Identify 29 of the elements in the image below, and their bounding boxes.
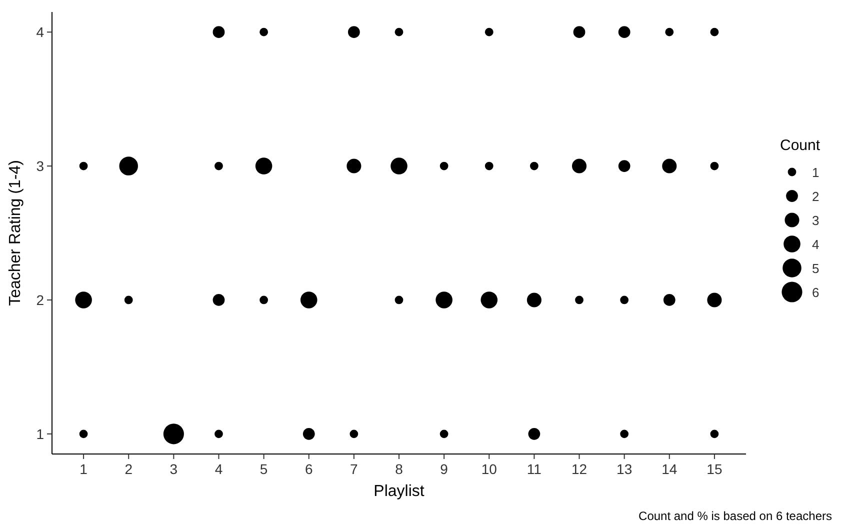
x-tick-label: 8 (395, 461, 404, 477)
x-tick-label: 15 (706, 461, 722, 477)
legend-label: 4 (812, 237, 820, 252)
y-tick-label: 3 (36, 158, 44, 174)
x-tick-label: 3 (170, 461, 178, 477)
x-tick-label: 11 (526, 461, 542, 477)
x-tick-label: 12 (571, 461, 588, 477)
x-tick-label: 14 (662, 461, 678, 477)
x-tick-label: 7 (350, 461, 358, 477)
x-tick-label: 13 (616, 461, 632, 477)
y-axis-title: Teacher Rating (1-4) (7, 160, 24, 306)
text: Count and % is based on 6 teachers (638, 509, 832, 523)
x-tick-label: 4 (214, 461, 223, 477)
y-tick-label: 2 (36, 292, 44, 308)
x-tick-label: 2 (124, 461, 133, 477)
x-axis-title: Playlist (374, 483, 425, 500)
legend-label: 2 (812, 189, 820, 204)
x-tick-label: 6 (304, 461, 313, 477)
x-tick-label: 5 (260, 461, 268, 477)
legend-label: 3 (812, 213, 820, 228)
y-tick-label: 1 (36, 426, 44, 442)
legend-label: 1 (812, 165, 820, 180)
legend-title: Count (780, 137, 821, 154)
x-tick-label: 10 (481, 461, 498, 477)
legend-label: 6 (812, 285, 820, 300)
x-tick-label: 9 (440, 461, 448, 477)
y-tick-label: 4 (36, 24, 44, 40)
legend-label: 5 (812, 261, 820, 276)
x-tick-label: 1 (80, 461, 88, 477)
